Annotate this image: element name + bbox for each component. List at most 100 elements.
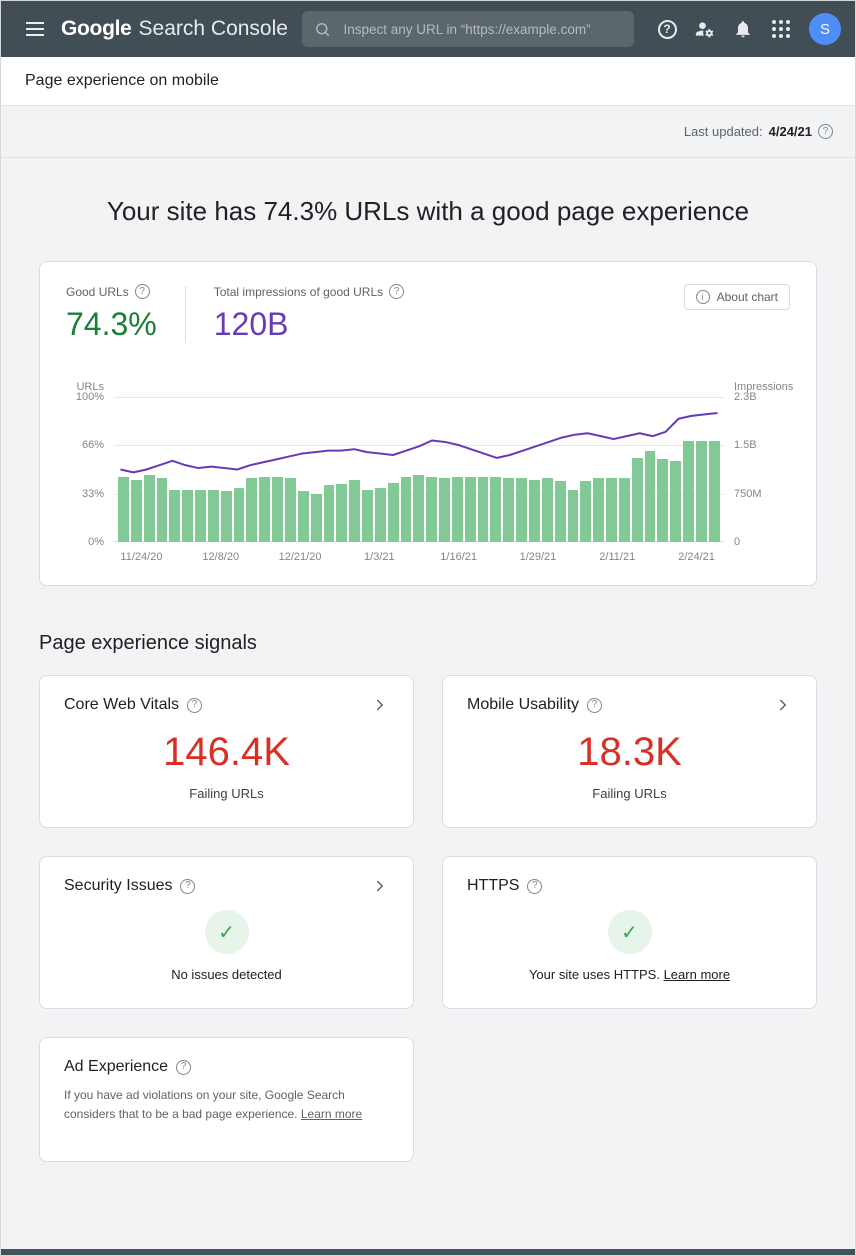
impressions-label: Total impressions of good URLs: [213, 284, 384, 299]
https-card: HTTPS ? ✓ Your site uses HTTPS. Learn mo…: [442, 856, 817, 1009]
chart-bar[interactable]: [310, 494, 322, 542]
mobile-usability-help-icon[interactable]: ?: [587, 697, 603, 713]
chart-bar[interactable]: [490, 476, 502, 542]
chart-bar[interactable]: [503, 478, 515, 542]
https-help-icon[interactable]: ?: [527, 878, 543, 894]
user-settings-button[interactable]: [687, 11, 723, 47]
chart-xlabels: 11/24/20 12/8/20 12/21/20 1/3/21 1/16/21 1/29…: [114, 551, 724, 569]
chevron-right-icon[interactable]: [371, 877, 389, 895]
chevron-right-icon[interactable]: [774, 696, 792, 714]
user-settings-icon: [695, 22, 714, 38]
https-learn-more-link[interactable]: Learn more: [663, 967, 731, 982]
chart-bar[interactable]: [413, 475, 425, 542]
chart-bar[interactable]: [297, 491, 309, 542]
chart-bar[interactable]: [683, 440, 694, 542]
left-axis-tick: 33%: [81, 487, 104, 500]
x-tick-label: 12/8/20: [202, 551, 240, 563]
chart-bar[interactable]: [182, 489, 194, 542]
chart-bar[interactable]: [362, 489, 373, 542]
x-tick-label: 11/24/20: [120, 551, 163, 563]
left-axis-name: URLs: [76, 381, 104, 393]
chart-bar[interactable]: [387, 482, 399, 542]
chart-bar[interactable]: [451, 476, 463, 542]
security-issues-title: Security Issues: [64, 877, 173, 894]
x-tick-label: 1/29/21: [519, 551, 557, 563]
chart-bar[interactable]: [259, 476, 271, 542]
impressions-help-icon[interactable]: ?: [389, 284, 405, 299]
chart-bar[interactable]: [529, 479, 540, 542]
chart-bar[interactable]: [272, 476, 283, 542]
core-web-vitals-card[interactable]: Core Web Vitals ? 146.4K Failing URLs: [39, 675, 414, 828]
good-urls-help-icon[interactable]: ?: [134, 284, 150, 299]
right-axis: Impressions 2.3B 1.5B 750M 0: [724, 381, 793, 548]
security-issues-help-icon[interactable]: ?: [180, 878, 196, 894]
left-axis-tick: 66%: [81, 439, 104, 452]
chart-bar[interactable]: [708, 440, 720, 542]
plot-area[interactable]: [114, 397, 724, 542]
core-web-vitals-help-icon[interactable]: ?: [187, 697, 203, 713]
chart-bar[interactable]: [541, 478, 553, 542]
bottom-divider: [1, 1249, 855, 1255]
help-button[interactable]: ?: [649, 11, 685, 47]
ad-experience-learn-more-link[interactable]: Learn more: [300, 1106, 363, 1121]
account-avatar[interactable]: S: [809, 13, 841, 45]
chart-bar[interactable]: [207, 489, 219, 542]
impressions-metric: Total impressions of good URLs ? 120B: [213, 284, 405, 343]
app-logo[interactable]: Google Search Console: [61, 17, 288, 41]
mobile-usability-value: 18.3K: [577, 730, 682, 774]
ad-experience-help-icon[interactable]: ?: [176, 1059, 192, 1075]
chart-bar[interactable]: [400, 476, 412, 542]
chart-bar[interactable]: [695, 440, 707, 542]
chart-bar[interactable]: [118, 476, 129, 542]
notifications-button[interactable]: [725, 11, 761, 47]
chart-bar[interactable]: [374, 488, 386, 542]
chart-bar[interactable]: [169, 489, 181, 542]
plot-area-wrap: 11/24/20 12/8/20 12/21/20 1/3/21 1/16/21 1/29…: [114, 397, 724, 569]
chart-bar[interactable]: [516, 478, 527, 542]
chart-bar[interactable]: [593, 478, 605, 542]
chart-bar[interactable]: [426, 476, 438, 542]
chart-bar[interactable]: [670, 460, 682, 542]
good-urls-label: Good URLs: [66, 284, 129, 299]
left-axis-tick: 100%: [75, 391, 104, 403]
mobile-usability-card[interactable]: Mobile Usability ? 18.3K Failing URLs: [442, 675, 817, 828]
about-chart-button[interactable]: i About chart: [683, 284, 790, 310]
chart-bar[interactable]: [220, 491, 232, 542]
chart-bar[interactable]: [195, 489, 206, 542]
chart-bar[interactable]: [233, 488, 245, 542]
last-updated-help-icon[interactable]: ?: [818, 124, 833, 139]
chart-bar[interactable]: [567, 489, 579, 542]
right-axis-tick: 1.5B: [734, 439, 757, 452]
chart-bar[interactable]: [130, 479, 142, 542]
chart-bar[interactable]: [631, 457, 643, 542]
chevron-right-icon[interactable]: [371, 696, 389, 714]
chart-bar[interactable]: [657, 459, 669, 542]
chart-bar[interactable]: [580, 481, 592, 542]
security-issues-card[interactable]: Security Issues ? ✓ No issues detected: [39, 856, 414, 1009]
check-circle-icon: ✓: [204, 910, 249, 954]
chart-bar[interactable]: [477, 476, 489, 542]
url-inspect-searchbox[interactable]: [302, 11, 635, 47]
url-inspect-input[interactable]: [341, 20, 623, 38]
chart-bar[interactable]: [439, 478, 450, 542]
chart-bars: [114, 397, 724, 542]
chart-bar[interactable]: [644, 450, 656, 542]
top-app-bar: Google Search Console ?: [1, 1, 855, 57]
chart-bar[interactable]: [284, 478, 296, 542]
hamburger-menu-icon[interactable]: [15, 9, 55, 49]
google-apps-button[interactable]: [763, 11, 799, 47]
chart-bar[interactable]: [554, 481, 566, 542]
chart-bar[interactable]: [336, 484, 348, 542]
chart-bar[interactable]: [323, 485, 335, 542]
ad-experience-card: Ad Experience ? If you have ad violation…: [39, 1037, 414, 1163]
mobile-usability-caption: Failing URLs: [592, 786, 667, 801]
chart-bar[interactable]: [156, 478, 168, 542]
chart-bar[interactable]: [606, 478, 617, 542]
chart-bar[interactable]: [464, 476, 476, 542]
https-status: Your site uses HTTPS.: [528, 967, 660, 982]
chart-bar[interactable]: [618, 478, 630, 542]
chart-bar[interactable]: [143, 475, 155, 542]
chart-bar[interactable]: [246, 478, 258, 542]
chart-bar[interactable]: [349, 479, 361, 542]
